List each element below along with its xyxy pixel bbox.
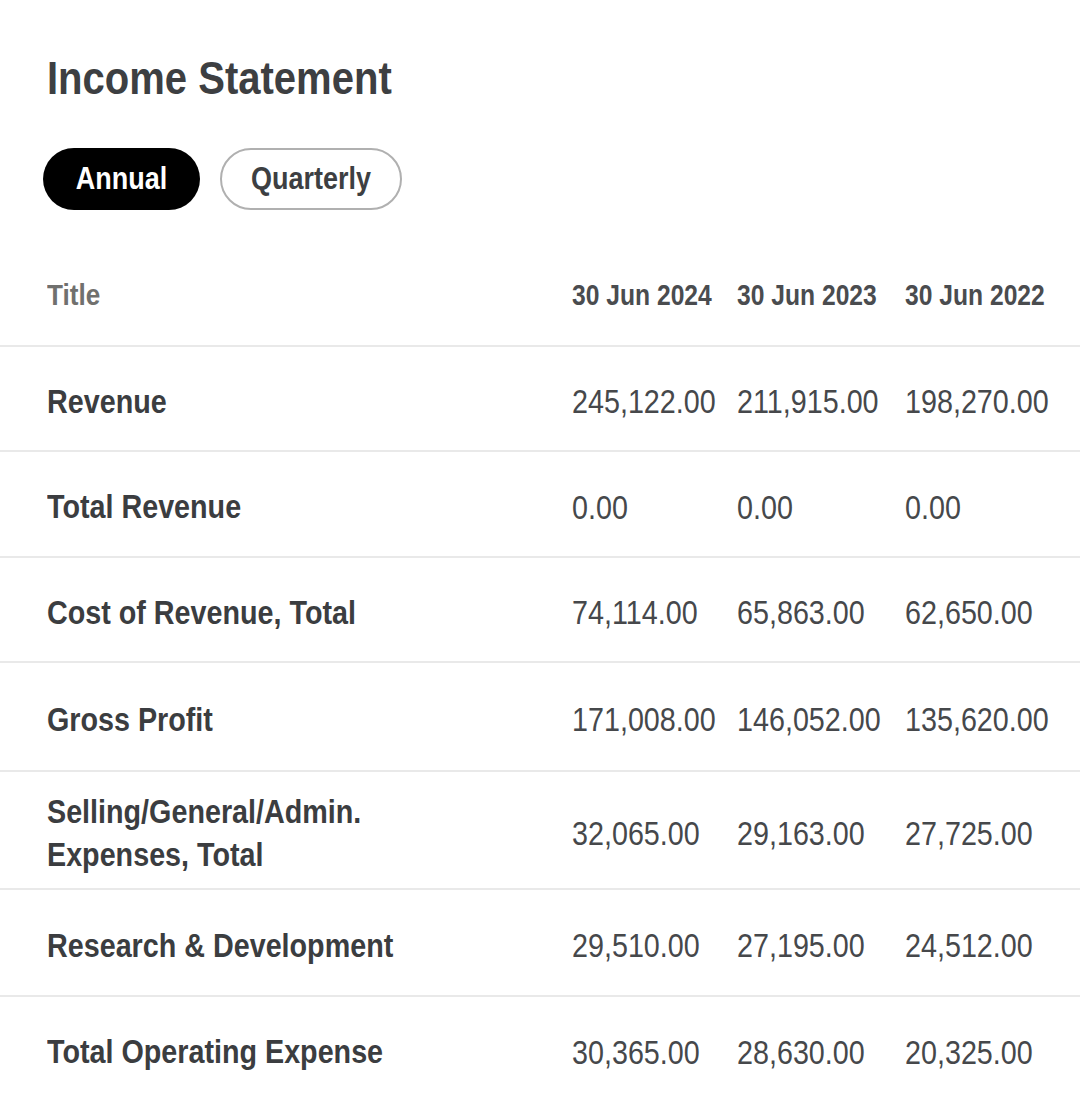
row-label: Total Revenue <box>47 486 572 529</box>
row-label: Research & Development <box>47 925 572 968</box>
row-value-2: 29,163.00 <box>737 815 905 853</box>
row-label: Gross Profit <box>47 699 572 742</box>
row-label: Revenue <box>47 381 572 424</box>
row-value-3: 0.00 <box>905 489 1053 527</box>
row-value-2: 146,052.00 <box>737 701 905 739</box>
row-value-2: 65,863.00 <box>737 594 905 632</box>
row-value-1: 0.00 <box>572 489 737 527</box>
row-value-2: 27,195.00 <box>737 927 905 965</box>
column-header-title: Title <box>47 278 572 312</box>
row-value-1: 29,510.00 <box>572 927 737 965</box>
page-title: Income Statement <box>47 52 1080 105</box>
table-header-row: Title 30 Jun 2024 30 Jun 2023 30 Jun 202… <box>0 242 1080 347</box>
row-label: Cost of Revenue, Total <box>47 592 572 635</box>
income-statement-table: Title 30 Jun 2024 30 Jun 2023 30 Jun 202… <box>0 242 1080 1096</box>
table-row: Selling/General/Admin. Expenses, Total 3… <box>0 772 1080 890</box>
row-value-2: 211,915.00 <box>737 383 905 421</box>
row-label: Selling/General/Admin. Expenses, Total <box>47 791 572 877</box>
row-value-2: 28,630.00 <box>737 1034 905 1072</box>
period-toggle: Annual Quarterly <box>43 148 1080 210</box>
row-value-3: 198,270.00 <box>905 383 1070 421</box>
row-value-3: 27,725.00 <box>905 815 1053 853</box>
table-row: Research & Development 29,510.00 27,195.… <box>0 890 1080 997</box>
row-value-1: 171,008.00 <box>572 701 737 739</box>
row-value-3: 20,325.00 <box>905 1034 1053 1072</box>
row-value-2: 0.00 <box>737 489 905 527</box>
table-row: Gross Profit 171,008.00 146,052.00 135,6… <box>0 663 1080 772</box>
row-value-1: 32,065.00 <box>572 815 737 853</box>
row-value-1: 245,122.00 <box>572 383 737 421</box>
table-row: Total Revenue 0.00 0.00 0.00 <box>0 452 1080 558</box>
row-value-1: 30,365.00 <box>572 1034 737 1072</box>
row-value-1: 74,114.00 <box>572 594 737 632</box>
column-header-date-1: 30 Jun 2024 <box>572 279 737 312</box>
column-header-date-2: 30 Jun 2023 <box>737 279 905 312</box>
annual-toggle-button[interactable]: Annual <box>43 148 200 210</box>
quarterly-toggle-button[interactable]: Quarterly <box>220 148 402 210</box>
row-value-3: 62,650.00 <box>905 594 1053 632</box>
row-value-3: 135,620.00 <box>905 701 1070 739</box>
row-label: Total Operating Expense <box>47 1031 572 1074</box>
column-header-date-3: 30 Jun 2022 <box>905 279 1069 312</box>
table-row: Revenue 245,122.00 211,915.00 198,270.00 <box>0 347 1080 452</box>
table-row: Cost of Revenue, Total 74,114.00 65,863.… <box>0 558 1080 663</box>
row-value-3: 24,512.00 <box>905 927 1053 965</box>
table-row: Total Operating Expense 30,365.00 28,630… <box>0 997 1080 1096</box>
